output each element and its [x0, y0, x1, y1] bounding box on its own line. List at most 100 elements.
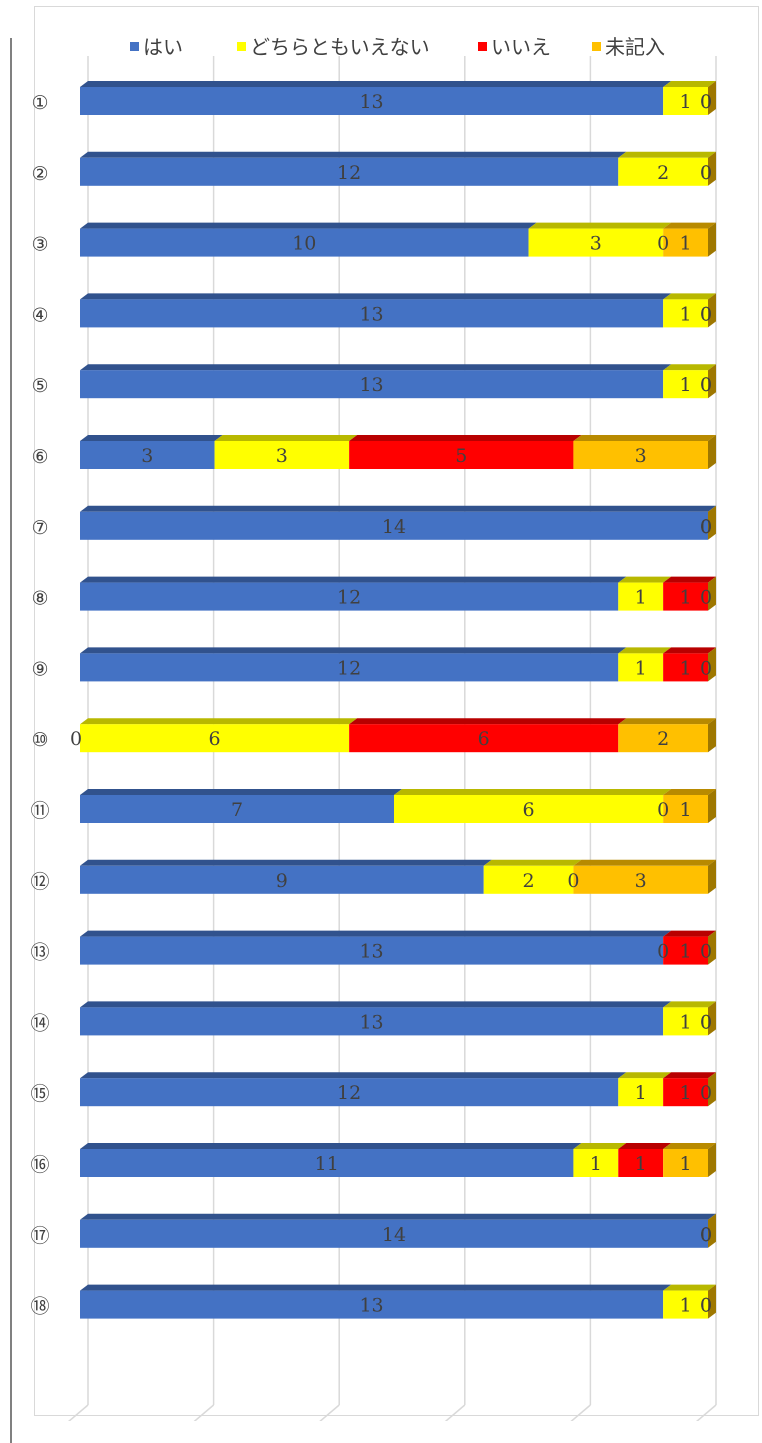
- category-label: ⑱: [30, 1296, 49, 1318]
- data-label: 0: [700, 516, 712, 538]
- legend-label: はい: [143, 35, 183, 59]
- bar-side-face: [708, 930, 716, 965]
- data-label: 6: [209, 728, 221, 750]
- bar-top-face: [80, 930, 672, 937]
- data-label: 0: [700, 1295, 712, 1317]
- data-label: 0: [657, 941, 669, 963]
- category-label: ②: [31, 163, 48, 185]
- bar-top-face: [618, 647, 672, 654]
- legend-swatch: [130, 42, 139, 51]
- floor-gridline: [444, 1404, 466, 1421]
- data-label: 3: [141, 445, 153, 467]
- data-label: 1: [680, 303, 692, 325]
- data-label: 10: [292, 233, 316, 255]
- category-label: ③: [31, 234, 48, 256]
- category-label: ⑤: [31, 375, 48, 397]
- bar-top-face: [80, 505, 716, 512]
- data-label: 0: [700, 1224, 712, 1246]
- bar-top-face: [80, 151, 627, 158]
- data-label: 0: [700, 1011, 712, 1033]
- legend-label: どちらともいえない: [250, 35, 430, 59]
- bar-segment: [80, 1007, 664, 1036]
- bar-segment: [573, 441, 708, 469]
- bar-top-face: [663, 930, 716, 937]
- category-label: ⑥: [31, 446, 48, 468]
- data-label: 14: [382, 516, 406, 538]
- bar-segment: [80, 582, 619, 611]
- data-label: 0: [700, 1082, 712, 1104]
- data-label: 1: [680, 91, 692, 113]
- bar-segment: [80, 441, 215, 469]
- bar-segment: [618, 724, 708, 753]
- bar-top-face: [663, 789, 716, 795]
- bar-side-face: [708, 81, 716, 115]
- bar-side-face: [708, 1001, 716, 1036]
- bar-side-face: [708, 647, 716, 682]
- bar-side-face: [708, 293, 716, 328]
- bar-segment: [80, 1078, 619, 1107]
- data-label: 0: [700, 941, 712, 963]
- bar-top-face: [80, 1072, 627, 1079]
- bar-segment: [663, 582, 708, 611]
- bar-top-face: [618, 1143, 672, 1149]
- floor-gridline: [570, 1404, 591, 1421]
- bar-top-face: [663, 576, 716, 583]
- bar-segment: [80, 87, 664, 115]
- data-label: 0: [567, 870, 579, 892]
- data-label: 2: [657, 162, 669, 184]
- bar-top-face: [80, 647, 627, 654]
- bar-segment: [80, 724, 350, 753]
- bar-segment: [573, 865, 708, 894]
- bar-top-face: [80, 222, 537, 229]
- category-label: ⑫: [30, 871, 49, 893]
- floor-gridline: [68, 1404, 89, 1421]
- bar-top-face: [573, 1143, 627, 1149]
- data-label: 1: [680, 233, 692, 255]
- bar-side-face: [708, 1284, 716, 1319]
- bar-segment: [663, 1078, 708, 1107]
- bar-segment: [618, 1149, 664, 1177]
- bar-top-face: [618, 576, 672, 583]
- bar-top-face: [80, 81, 672, 87]
- legend-swatch: [592, 42, 601, 51]
- bar-segment: [663, 370, 708, 399]
- bar-segment: [573, 1149, 619, 1177]
- bar-segment: [663, 653, 708, 682]
- data-label: 0: [700, 1224, 712, 1246]
- bar-side-face: [708, 576, 716, 611]
- legend-swatch: [478, 42, 487, 51]
- bar-segment: [394, 795, 664, 823]
- bar-top-face: [573, 435, 716, 441]
- category-label: ①: [31, 92, 48, 114]
- bar-top-face: [663, 1001, 716, 1008]
- category-label: ⑮: [30, 1083, 49, 1105]
- data-label: 0: [700, 1295, 712, 1317]
- bar-top-face: [663, 647, 716, 654]
- category-label: ⑰: [30, 1225, 49, 1247]
- data-label: 6: [523, 799, 535, 821]
- bar-segment: [80, 865, 484, 894]
- data-label: 6: [478, 728, 490, 750]
- bar-top-face: [573, 859, 716, 866]
- bar-top-face: [80, 1213, 716, 1220]
- data-label: 1: [635, 1082, 647, 1104]
- category-label: ⑪: [30, 800, 49, 822]
- category-label: ⑯: [30, 1154, 49, 1176]
- category-label: ⑦: [31, 517, 48, 539]
- bar-segment: [618, 582, 664, 611]
- bar-segment: [214, 441, 350, 469]
- bar-top-face: [80, 293, 672, 300]
- bar-segment: [528, 228, 664, 257]
- legend-swatch: [237, 42, 246, 51]
- category-label: ⑨: [31, 658, 48, 680]
- data-label: 12: [337, 587, 361, 609]
- data-label: 0: [700, 374, 712, 396]
- data-label: 11: [315, 1153, 339, 1175]
- data-label: 13: [359, 303, 383, 325]
- bar-top-face: [528, 222, 672, 229]
- category-label: ⑩: [31, 729, 48, 751]
- bar-side-face: [708, 789, 716, 823]
- data-label: 2: [657, 728, 669, 750]
- data-label: 1: [680, 657, 692, 679]
